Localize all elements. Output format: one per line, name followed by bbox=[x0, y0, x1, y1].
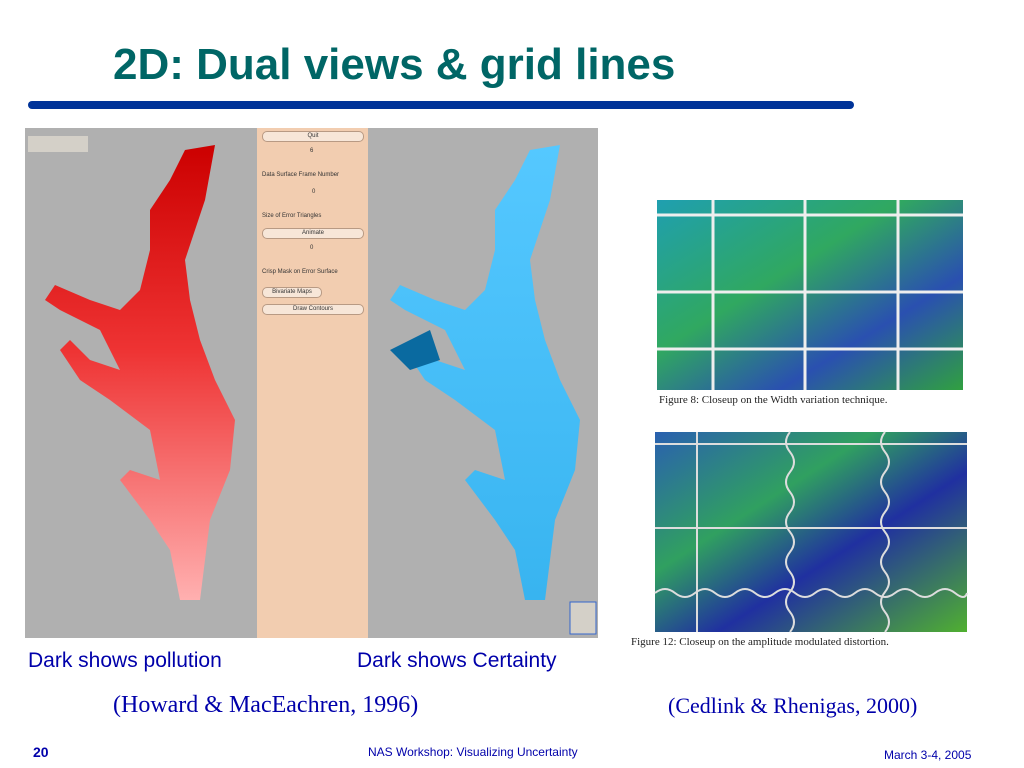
control-panel bbox=[257, 128, 368, 638]
slide-title: 2D: Dual views & grid lines bbox=[113, 40, 676, 89]
figure-caption: Figure 8: Closeup on the Width variation… bbox=[659, 394, 888, 406]
app-icon bbox=[569, 601, 597, 635]
frame-label: Data Surface Frame Number bbox=[262, 172, 340, 178]
wavy-grid bbox=[654, 431, 968, 633]
citation: (Cedlink & Rhenigas, 2000) bbox=[668, 693, 918, 718]
mask-value: 0 bbox=[310, 245, 314, 251]
caption: Dark shows Certainty bbox=[357, 649, 557, 672]
figure-8-image bbox=[657, 200, 963, 390]
citation: (Howard & MacEachren, 1996) bbox=[113, 692, 419, 718]
grid-lines bbox=[657, 200, 963, 390]
toolbar bbox=[28, 136, 88, 152]
figure-caption: Figure 12: Closeup on the amplitude modu… bbox=[631, 636, 889, 648]
quit-button[interactable]: Quit bbox=[262, 131, 364, 142]
frame-value: 6 bbox=[310, 148, 314, 154]
dark-region bbox=[390, 330, 440, 370]
bivariate-button[interactable]: Bivariate Maps bbox=[262, 287, 322, 298]
triangle-label: Size of Error Triangles bbox=[262, 213, 322, 219]
title-rule bbox=[28, 101, 854, 109]
mask-label: Crisp Mask on Error Surface bbox=[262, 269, 338, 275]
triangle-value: 0 bbox=[312, 189, 316, 195]
footer-text: NAS Workshop: Visualizing Uncertainty bbox=[368, 745, 578, 759]
animate-button[interactable]: Animate bbox=[262, 228, 364, 239]
caption: Dark shows pollution bbox=[28, 649, 222, 672]
footer-date: March 3-4, 2005 bbox=[884, 748, 972, 762]
contours-button[interactable]: Draw Contours bbox=[262, 304, 364, 315]
page-number: 20 bbox=[33, 744, 49, 760]
figure-12-image bbox=[655, 432, 967, 632]
